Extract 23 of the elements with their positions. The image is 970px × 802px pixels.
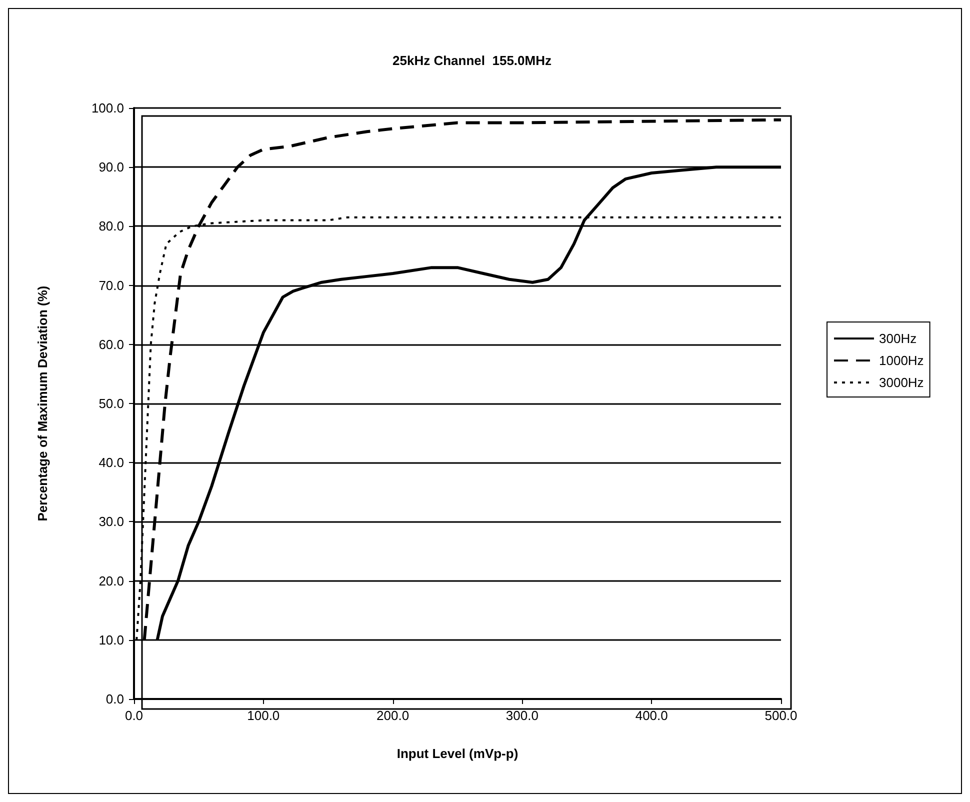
y-tick-label: 0.0: [106, 692, 124, 706]
y-tick-label: 50.0: [98, 396, 124, 411]
y-tick-label: 80.0: [98, 218, 124, 234]
x-tick-label: 400.0: [635, 708, 668, 723]
y-tick-label: 100.0: [91, 100, 124, 116]
x-tick-label: 500.0: [764, 708, 798, 723]
y-tick-label: 70.0: [98, 278, 124, 293]
y-tick-label: 20.0: [98, 573, 124, 588]
legend-label: 1000Hz: [879, 353, 924, 368]
y-tick-label: 10.0: [98, 632, 124, 648]
x-tick-label: 100.0: [247, 708, 280, 723]
chart-title: 25kHz Channel 155.0MHz: [392, 53, 552, 68]
x-axis-title: Input Level (mVp-p): [396, 746, 518, 761]
legend-label: 3000Hz: [879, 375, 924, 390]
x-tick-label: 0.0: [124, 708, 144, 723]
y-tick-label: 40.0: [98, 455, 124, 470]
y-axis-title: Percentage of Maximum Deviation (%): [35, 286, 50, 522]
x-tick-label: 200.0: [376, 708, 410, 723]
y-tick-label: 60.0: [98, 336, 124, 352]
y-tick-label: 30.0: [98, 514, 124, 530]
y-tick-label: 90.0: [98, 160, 124, 175]
legend-label: 300Hz: [879, 331, 917, 346]
x-tick-label: 300.0: [506, 708, 538, 723]
